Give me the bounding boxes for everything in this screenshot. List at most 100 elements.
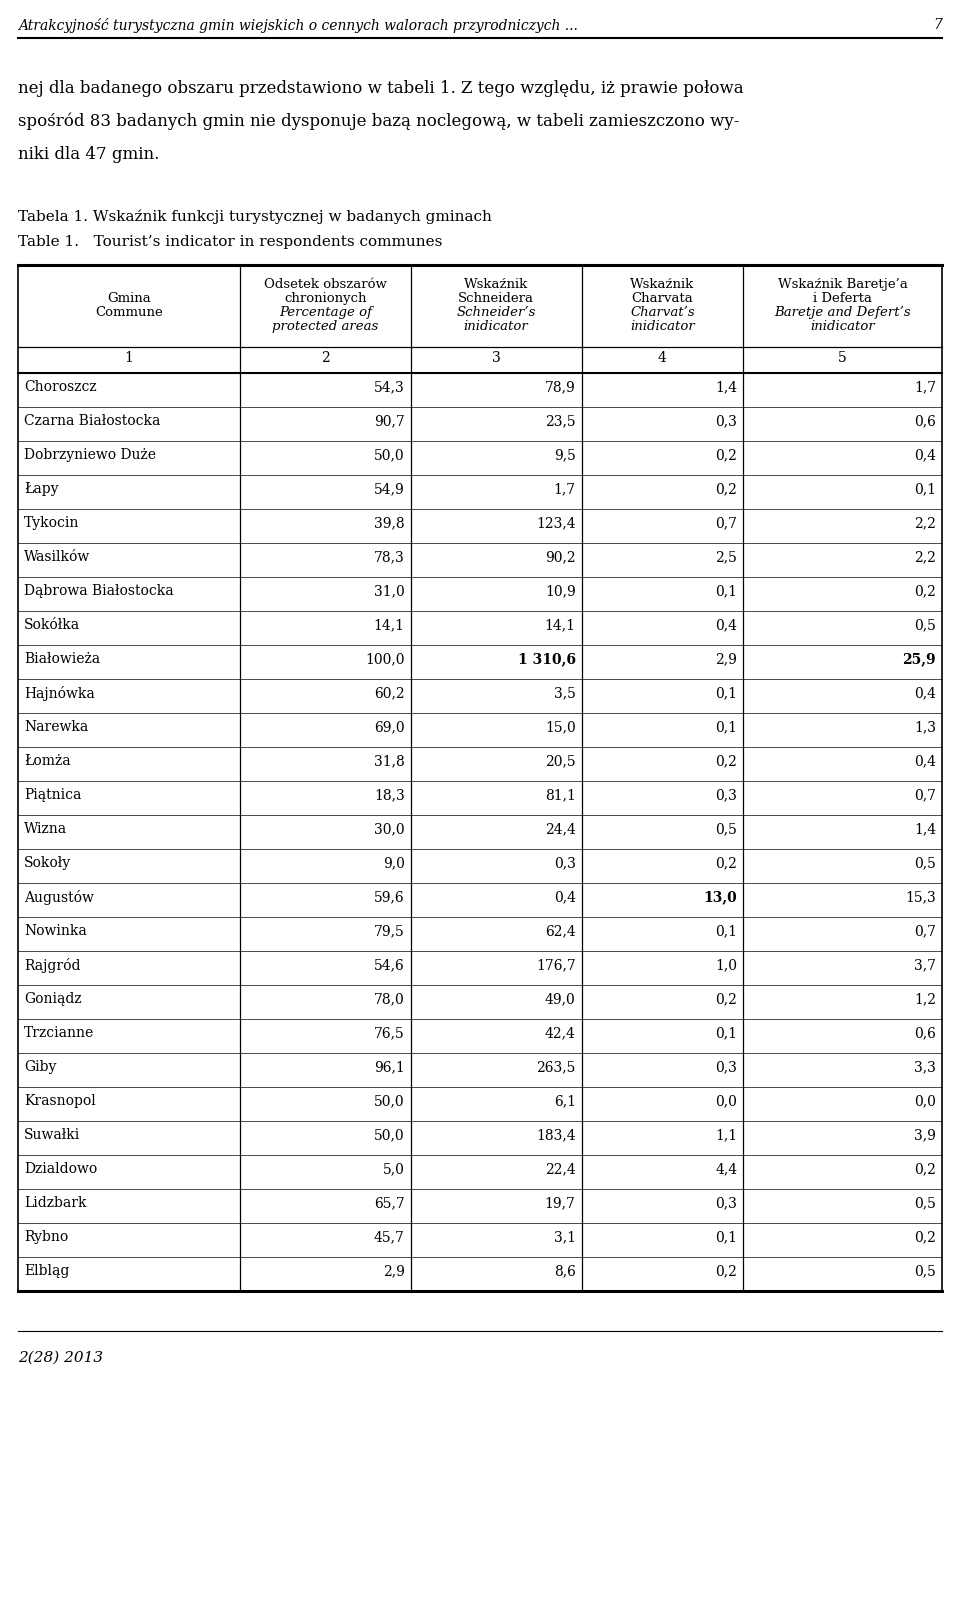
Text: 14,1: 14,1 [373, 618, 405, 633]
Text: Choroszcz: Choroszcz [24, 379, 97, 394]
Text: 90,2: 90,2 [545, 550, 576, 563]
Text: 0,2: 0,2 [715, 993, 737, 1006]
Text: 45,7: 45,7 [373, 1230, 405, 1244]
Text: 49,0: 49,0 [545, 993, 576, 1006]
Text: Schneidera: Schneidera [458, 292, 534, 305]
Text: 39,8: 39,8 [374, 516, 405, 529]
Text: 7: 7 [933, 18, 942, 32]
Text: Wizna: Wizna [24, 822, 67, 836]
Text: 123,4: 123,4 [536, 516, 576, 529]
Text: 3: 3 [492, 350, 500, 365]
Text: 0,1: 0,1 [715, 720, 737, 734]
Text: 183,4: 183,4 [536, 1128, 576, 1143]
Text: 13,0: 13,0 [704, 889, 737, 904]
Text: inidicator: inidicator [810, 320, 876, 332]
Text: Piątnica: Piątnica [24, 788, 82, 802]
Text: 0,0: 0,0 [914, 1094, 936, 1107]
Text: 78,3: 78,3 [374, 550, 405, 563]
Text: Giby: Giby [24, 1060, 57, 1073]
Text: 0,3: 0,3 [715, 1196, 737, 1210]
Text: 59,6: 59,6 [374, 889, 405, 904]
Text: 15,3: 15,3 [905, 889, 936, 904]
Text: 69,0: 69,0 [374, 720, 405, 734]
Text: 1,4: 1,4 [715, 379, 737, 394]
Text: 0,6: 0,6 [914, 1027, 936, 1039]
Text: 60,2: 60,2 [374, 686, 405, 700]
Text: Odsetek obszarów: Odsetek obszarów [264, 278, 387, 291]
Text: 0,7: 0,7 [914, 788, 936, 802]
Text: Nowinka: Nowinka [24, 923, 86, 938]
Text: Dobrzyniewo Duże: Dobrzyniewo Duże [24, 449, 156, 462]
Text: 3,9: 3,9 [914, 1128, 936, 1143]
Text: 54,9: 54,9 [374, 483, 405, 495]
Text: 0,1: 0,1 [715, 1027, 737, 1039]
Text: 50,0: 50,0 [374, 1128, 405, 1143]
Text: 9,0: 9,0 [383, 855, 405, 870]
Text: 25,9: 25,9 [902, 652, 936, 667]
Text: 176,7: 176,7 [536, 959, 576, 972]
Text: inidicator: inidicator [630, 320, 695, 332]
Text: 76,5: 76,5 [374, 1027, 405, 1039]
Text: 1,7: 1,7 [554, 483, 576, 495]
Text: 0,4: 0,4 [914, 754, 936, 768]
Text: 0,2: 0,2 [914, 584, 936, 599]
Text: Sokoły: Sokoły [24, 855, 71, 870]
Text: 1: 1 [125, 350, 133, 365]
Text: Łapy: Łapy [24, 483, 59, 495]
Text: Baretje and Defert’s: Baretje and Defert’s [775, 307, 911, 320]
Text: 0,1: 0,1 [914, 483, 936, 495]
Text: 90,7: 90,7 [374, 415, 405, 428]
Text: 14,1: 14,1 [544, 618, 576, 633]
Text: 4: 4 [658, 350, 667, 365]
Text: Rybno: Rybno [24, 1230, 68, 1244]
Text: 31,8: 31,8 [374, 754, 405, 768]
Text: 0,5: 0,5 [914, 618, 936, 633]
Text: 79,5: 79,5 [374, 923, 405, 938]
Text: Wskaźnik Baretje’a: Wskaźnik Baretje’a [778, 278, 907, 291]
Text: 30,0: 30,0 [374, 822, 405, 836]
Text: 0,4: 0,4 [914, 449, 936, 462]
Text: 0,4: 0,4 [554, 889, 576, 904]
Text: Hajnówka: Hajnówka [24, 686, 95, 700]
Text: 0,2: 0,2 [715, 483, 737, 495]
Text: Sokółka: Sokółka [24, 618, 80, 633]
Text: 0,7: 0,7 [715, 516, 737, 529]
Text: protected areas: protected areas [272, 320, 378, 332]
Text: Charvata: Charvata [632, 292, 693, 305]
Text: Lidzbark: Lidzbark [24, 1196, 86, 1210]
Text: Wskaźnik: Wskaźnik [464, 278, 528, 291]
Text: 0,1: 0,1 [715, 686, 737, 700]
Text: Trzcianne: Trzcianne [24, 1027, 94, 1039]
Text: 50,0: 50,0 [374, 449, 405, 462]
Text: 0,5: 0,5 [914, 1196, 936, 1210]
Text: 3,3: 3,3 [914, 1060, 936, 1073]
Text: Łomża: Łomża [24, 754, 71, 768]
Text: Rajgród: Rajgród [24, 959, 81, 973]
Text: inidicator: inidicator [464, 320, 529, 332]
Text: 2,2: 2,2 [914, 516, 936, 529]
Text: nej dla badanego obszaru przedstawiono w tabeli 1. Z tego względu, iż prawie poł: nej dla badanego obszaru przedstawiono w… [18, 81, 744, 97]
Text: Wasilków: Wasilków [24, 550, 90, 563]
Text: 0,5: 0,5 [914, 1264, 936, 1278]
Text: 0,3: 0,3 [554, 855, 576, 870]
Text: 42,4: 42,4 [544, 1027, 576, 1039]
Text: Gmina: Gmina [107, 292, 151, 305]
Text: 3,5: 3,5 [554, 686, 576, 700]
Text: 19,7: 19,7 [544, 1196, 576, 1210]
Text: 1,4: 1,4 [914, 822, 936, 836]
Text: 3,7: 3,7 [914, 959, 936, 972]
Text: Wskaźnik: Wskaźnik [631, 278, 695, 291]
Text: 65,7: 65,7 [374, 1196, 405, 1210]
Text: 0,1: 0,1 [715, 584, 737, 599]
Text: 0,2: 0,2 [914, 1230, 936, 1244]
Text: 78,9: 78,9 [545, 379, 576, 394]
Text: spośród 83 badanych gmin nie dysponuje bazą noclegową, w tabeli zamieszczono wy-: spośród 83 badanych gmin nie dysponuje b… [18, 113, 739, 131]
Text: 96,1: 96,1 [374, 1060, 405, 1073]
Text: 2(28) 2013: 2(28) 2013 [18, 1351, 103, 1365]
Text: 2,2: 2,2 [914, 550, 936, 563]
Text: Tykocin: Tykocin [24, 516, 80, 529]
Text: 54,3: 54,3 [374, 379, 405, 394]
Text: 0,1: 0,1 [715, 923, 737, 938]
Text: 6,1: 6,1 [554, 1094, 576, 1107]
Text: Charvat’s: Charvat’s [630, 307, 695, 320]
